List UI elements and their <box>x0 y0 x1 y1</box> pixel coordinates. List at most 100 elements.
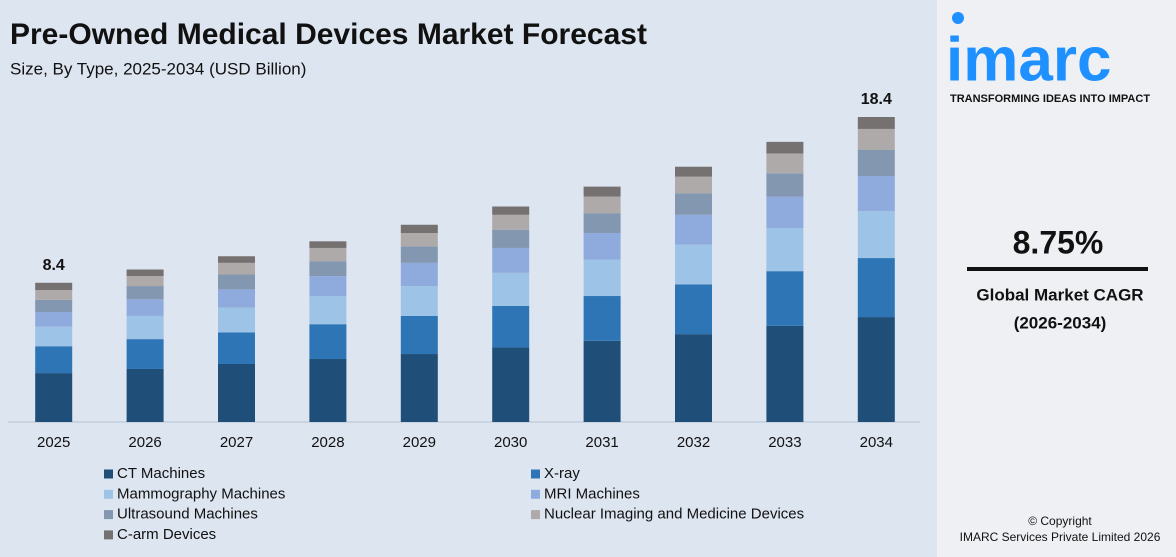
bar-segment <box>309 296 347 325</box>
bar-segment <box>766 196 804 229</box>
bar-segment <box>309 241 347 248</box>
legend-label: CT Machines <box>117 465 205 482</box>
bar-segment <box>675 176 712 194</box>
bar-segment <box>857 317 895 422</box>
bar-segment <box>35 299 73 313</box>
cagr-label: Global Market CAGR <box>976 285 1143 304</box>
bar-segment <box>857 117 895 129</box>
company: IMARC Services Private Limited 2026 <box>960 530 1161 544</box>
bar-segment <box>35 346 73 374</box>
bar-segment <box>126 286 164 300</box>
bar-segment <box>400 315 438 355</box>
logo-dot <box>952 12 964 24</box>
bar-segment <box>492 305 530 348</box>
legend-swatch <box>104 510 113 520</box>
cagr-period: (2026-2034) <box>1014 313 1107 332</box>
x-tick-label: 2030 <box>494 434 527 451</box>
legend-swatch <box>531 469 540 479</box>
legend-label: MRI Machines <box>544 485 640 502</box>
x-tick-label: 2032 <box>677 434 710 451</box>
bar-segment <box>766 271 804 326</box>
bar-segment <box>675 193 712 215</box>
bar-segment <box>126 368 164 422</box>
bar-segment <box>126 299 164 316</box>
bar-segment <box>35 373 73 422</box>
bar-segment <box>583 259 621 297</box>
bar-segment <box>675 244 712 285</box>
bar-segment <box>35 312 73 327</box>
bar-segment <box>218 274 255 290</box>
bar-segment <box>309 276 347 297</box>
x-tick-label: 2034 <box>860 434 893 451</box>
logo: imarc <box>946 25 1111 94</box>
bar-segment <box>218 256 255 263</box>
bar-segment <box>857 176 895 211</box>
bar-segment <box>492 272 530 306</box>
bar-segment <box>218 289 255 308</box>
x-tick-label: 2031 <box>585 434 618 451</box>
bar-segment <box>400 262 438 287</box>
chart-title: Pre-Owned Medical Devices Market Forecas… <box>10 18 647 51</box>
legend-label: C-arm Devices <box>117 526 216 543</box>
bar-segment <box>583 233 621 260</box>
legend-swatch <box>104 469 113 479</box>
bar-segment <box>766 325 804 422</box>
bar-segment <box>766 228 804 272</box>
bar-segment <box>583 196 621 214</box>
legend-label: Mammography Machines <box>117 485 285 502</box>
bar-segment <box>857 210 895 259</box>
x-tick-label: 2033 <box>768 434 801 451</box>
bar-segment <box>675 334 712 422</box>
bar-segment <box>400 233 438 247</box>
legend-swatch <box>104 489 113 499</box>
bar-segment <box>675 284 712 335</box>
bar-segment <box>35 290 73 300</box>
bar-segment <box>492 347 530 422</box>
bar-segment <box>675 214 712 245</box>
legend-swatch <box>531 489 540 499</box>
bar-segment <box>35 326 73 347</box>
x-tick-label: 2026 <box>128 434 161 451</box>
bar-segment <box>583 296 621 341</box>
bar-segment <box>126 269 164 277</box>
bar-segment <box>126 339 164 369</box>
x-tick-label: 2028 <box>311 434 344 451</box>
bar-segment <box>492 206 530 215</box>
bar-segment <box>126 276 164 287</box>
bar-segment <box>857 258 895 318</box>
bar-segment <box>218 363 255 422</box>
x-tick-label: 2029 <box>403 434 436 451</box>
bar-segment <box>675 166 712 177</box>
legend-swatch <box>531 510 540 520</box>
bar-segment <box>400 354 438 422</box>
bar-segment <box>583 213 621 234</box>
bar-segment <box>218 332 255 364</box>
bar-segment <box>857 128 895 150</box>
legend-swatch <box>104 530 113 540</box>
bar-segment <box>309 359 347 422</box>
cagr-value: 8.75% <box>1013 224 1104 260</box>
bar-segment <box>857 149 895 177</box>
bar-segment <box>126 315 164 340</box>
bar-segment <box>400 224 438 234</box>
total-label: 8.4 <box>43 257 65 274</box>
total-label: 18.4 <box>861 91 892 108</box>
bar-segment <box>400 286 438 316</box>
bar-segment <box>492 214 530 230</box>
x-tick-label: 2025 <box>37 434 70 451</box>
copyright: © Copyright <box>1028 514 1092 528</box>
tagline: TRANSFORMING IDEAS INTO IMPACT <box>950 93 1150 105</box>
bar-segment <box>309 247 347 262</box>
legend-label: X-ray <box>544 465 580 482</box>
bar-segment <box>309 261 347 277</box>
bar-segment <box>309 324 347 360</box>
bar-segment <box>766 141 804 154</box>
bar-segment <box>218 307 255 333</box>
bar-segment <box>218 262 255 275</box>
sidebar-background <box>937 0 1176 557</box>
legend-label: Nuclear Imaging and Medicine Devices <box>544 506 804 523</box>
chart-subtitle: Size, By Type, 2025-2034 (USD Billion) <box>10 59 306 78</box>
bar-segment <box>492 229 530 248</box>
bar-segment <box>400 246 438 263</box>
